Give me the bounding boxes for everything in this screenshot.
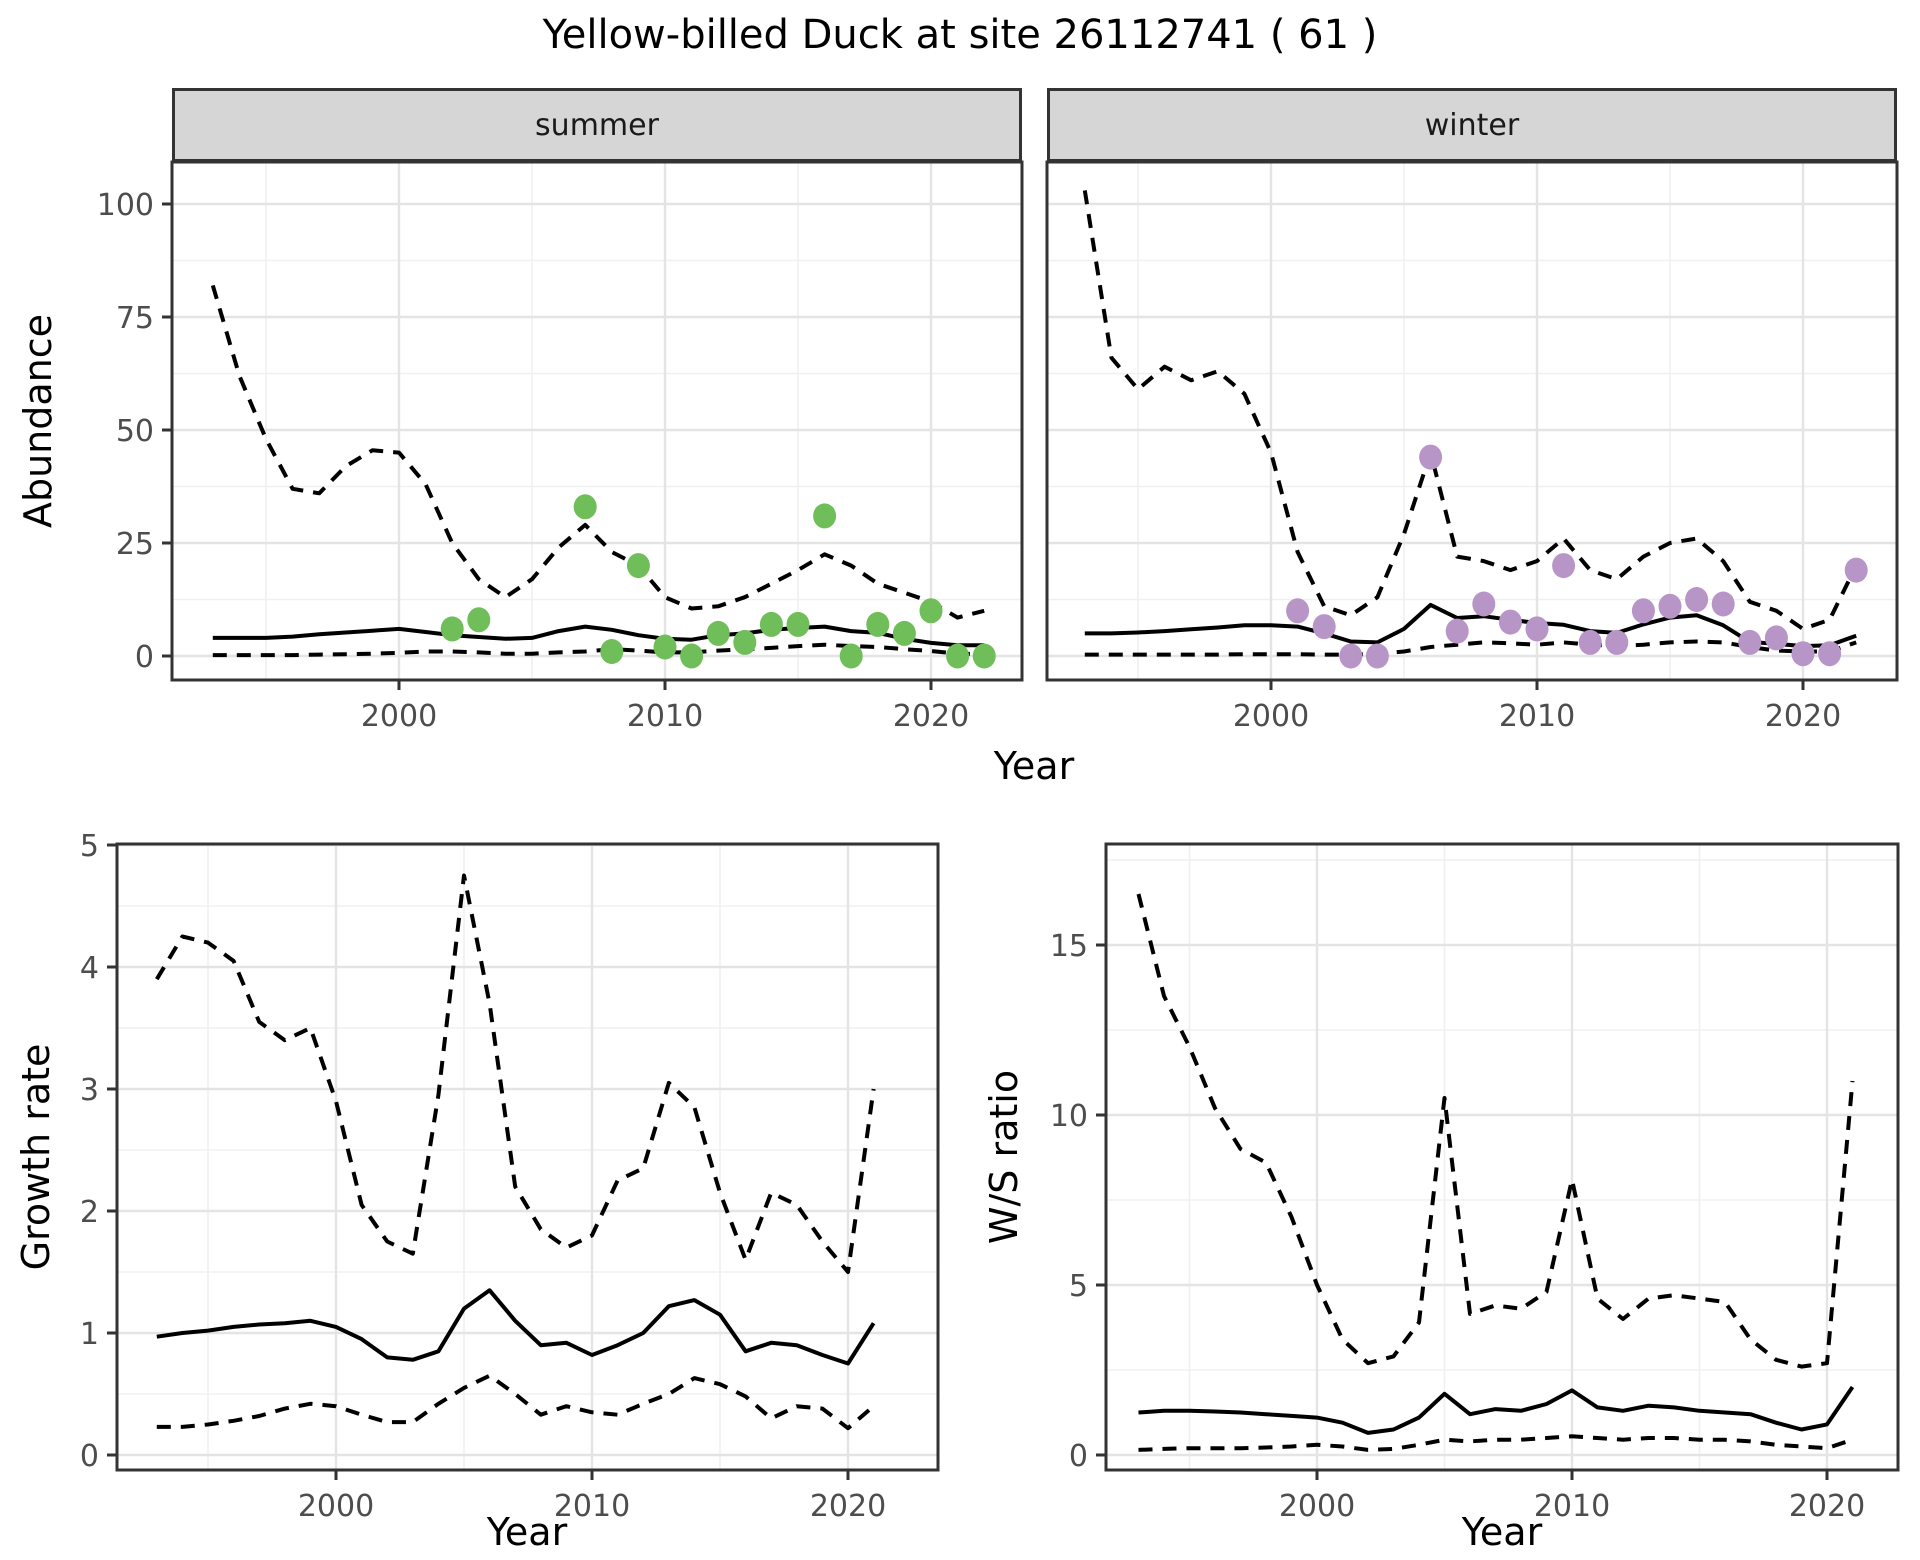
facet-strip-summer: summer [172, 88, 1022, 162]
facet-strip-summer-label: summer [535, 107, 659, 143]
svg-text:2000: 2000 [361, 699, 437, 734]
svg-text:75: 75 [116, 301, 154, 336]
x-axis-label-year-top: Year [993, 744, 1075, 788]
svg-text:0: 0 [135, 640, 154, 675]
svg-text:4: 4 [80, 951, 99, 986]
svg-text:5: 5 [80, 829, 99, 864]
svg-text:2020: 2020 [1765, 699, 1841, 734]
svg-text:2010: 2010 [554, 1489, 630, 1524]
facet-strip-winter-label: winter [1424, 107, 1520, 143]
svg-text:2020: 2020 [810, 1489, 886, 1524]
svg-text:2010: 2010 [1534, 1489, 1610, 1524]
svg-text:2000: 2000 [1279, 1489, 1355, 1524]
svg-text:50: 50 [116, 414, 154, 449]
y-axis-label-ws-ratio: W/S ratio [982, 1069, 1026, 1245]
svg-text:1: 1 [80, 1317, 99, 1352]
svg-text:5: 5 [1069, 1269, 1088, 1304]
page-title: Yellow-billed Duck at site 26112741 ( 61… [542, 12, 1378, 58]
svg-text:10: 10 [1050, 1099, 1088, 1134]
svg-text:2: 2 [80, 1195, 99, 1230]
svg-text:15: 15 [1050, 929, 1088, 964]
svg-text:0: 0 [80, 1439, 99, 1474]
svg-text:2010: 2010 [1499, 699, 1575, 734]
y-axis-label-abundance: Abundance [16, 313, 60, 529]
svg-text:2020: 2020 [893, 699, 969, 734]
facet-strip-winter: winter [1047, 88, 1897, 162]
x-axis-label-year-ws: Year [1461, 1510, 1543, 1554]
y-axis-label-growth-rate: Growth rate [14, 1043, 58, 1271]
svg-text:2000: 2000 [1233, 699, 1309, 734]
x-axis-label-year-growth: Year [486, 1510, 568, 1554]
svg-text:2000: 2000 [298, 1489, 374, 1524]
svg-text:3: 3 [80, 1073, 99, 1108]
svg-text:25: 25 [116, 527, 154, 562]
svg-text:2020: 2020 [1789, 1489, 1865, 1524]
svg-text:100: 100 [97, 188, 154, 223]
svg-text:2010: 2010 [627, 699, 703, 734]
svg-text:0: 0 [1069, 1439, 1088, 1474]
